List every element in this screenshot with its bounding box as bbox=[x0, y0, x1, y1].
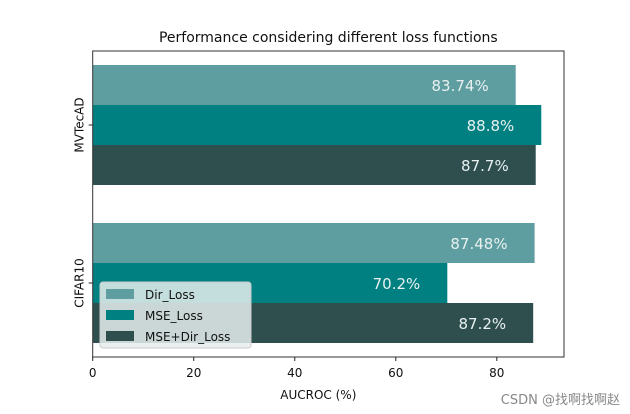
bar-MSE_Loss-MVTecAD bbox=[92, 105, 542, 145]
legend-label: Dir_Loss bbox=[145, 288, 195, 302]
data-label: 83.74% bbox=[432, 77, 489, 95]
bar-MSE+Dir_Loss-MVTecAD bbox=[92, 145, 536, 185]
legend-swatch-MSE+Dir_Loss bbox=[106, 331, 134, 341]
chart-title: Performance considering different loss f… bbox=[159, 30, 498, 46]
legend-box bbox=[99, 281, 252, 349]
data-label: 87.48% bbox=[450, 235, 507, 253]
x-tick-label: 40 bbox=[287, 366, 302, 380]
legend-swatch-Dir_Loss bbox=[106, 289, 134, 299]
watermark: CSDN @找啊找啊赵 bbox=[500, 393, 620, 408]
bar-Dir_Loss-CIFAR10 bbox=[92, 223, 535, 263]
legend-label: MSE_Loss bbox=[145, 309, 203, 323]
data-label: 70.2% bbox=[373, 275, 421, 293]
legend-swatch-MSE_Loss bbox=[106, 310, 134, 320]
data-label: 87.2% bbox=[459, 315, 507, 333]
x-tick-label: 60 bbox=[388, 366, 403, 380]
y-tick-label: CIFAR10 bbox=[73, 258, 87, 308]
plot-frame bbox=[92, 50, 565, 358]
data-label: 88.8% bbox=[467, 117, 515, 135]
y-tick-label: MVTecAD bbox=[73, 97, 87, 152]
legend-label: MSE+Dir_Loss bbox=[145, 330, 230, 344]
x-tick-label: 80 bbox=[489, 366, 504, 380]
data-label: 87.7% bbox=[461, 157, 509, 175]
bar-Dir_Loss-MVTecAD bbox=[92, 65, 516, 105]
x-axis-label: AUCROC (%) bbox=[280, 388, 356, 402]
x-tick-label: 20 bbox=[186, 366, 201, 380]
x-tick-label: 0 bbox=[89, 366, 97, 380]
